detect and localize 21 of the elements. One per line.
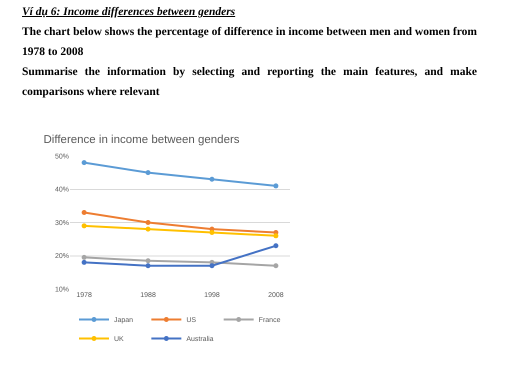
text: Summarise the information by selecting and reporting the main features, and make comparisons where relevant	[22, 65, 477, 100]
point	[273, 263, 278, 268]
point	[273, 243, 278, 248]
point	[273, 183, 278, 188]
chart-title: Difference in income between genders	[44, 134, 240, 146]
point	[82, 210, 87, 216]
point	[209, 176, 214, 182]
point	[209, 263, 214, 268]
point	[82, 260, 87, 265]
point	[82, 160, 87, 166]
point	[146, 263, 151, 268]
point	[273, 233, 278, 238]
point	[146, 226, 151, 232]
point	[82, 223, 87, 228]
point	[146, 220, 151, 225]
text: Ví dụ 6: Income differences between genders	[22, 5, 236, 20]
point	[146, 258, 151, 264]
text: The chart below shows the percentage of difference in income between men and women from 1978 to 2008	[22, 25, 477, 60]
point	[82, 254, 87, 260]
point	[146, 170, 151, 176]
point	[209, 230, 214, 235]
